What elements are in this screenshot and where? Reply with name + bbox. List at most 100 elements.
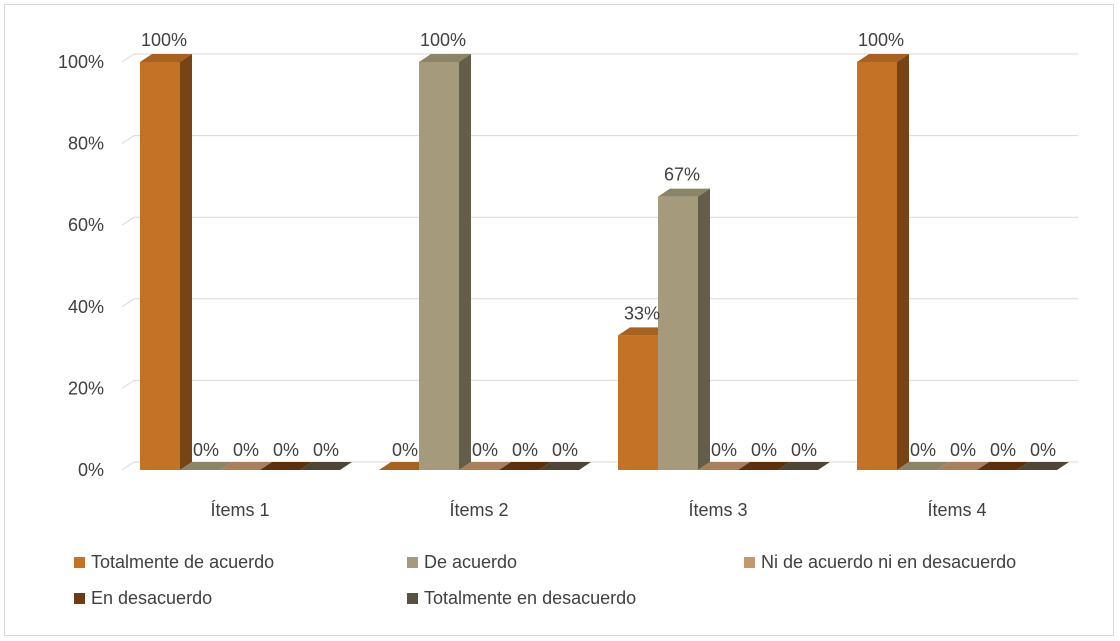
legend-swatch <box>744 557 755 568</box>
legend-item: Totalmente de acuerdo <box>74 552 274 573</box>
data-label: 0% <box>233 440 259 460</box>
data-label: 0% <box>711 440 737 460</box>
bar-top <box>857 54 909 62</box>
legend-item: En desacuerdo <box>74 588 212 609</box>
bar <box>459 462 511 470</box>
bar-front <box>658 196 698 470</box>
data-label: 0% <box>910 440 936 460</box>
gridline-connector <box>121 53 135 63</box>
bar-top <box>419 54 471 62</box>
bar <box>658 188 710 470</box>
data-label: 0% <box>552 440 578 460</box>
legend-label: Ni de acuerdo ni en desacuerdo <box>761 552 1017 572</box>
data-labels: 100% 0% 0% 0% 0% 0% 100% 0% 0% 0% 33% 67% 0% 0% 0% 100%… <box>141 30 1056 460</box>
bar <box>379 462 431 470</box>
bar-top <box>977 462 1029 470</box>
y-axis-ticks: 0% 20% 40% 60% 80% 100% <box>58 52 104 480</box>
bar-top <box>499 462 551 470</box>
data-label: 0% <box>392 440 418 460</box>
data-label: 100% <box>858 30 904 50</box>
data-label: 0% <box>751 440 777 460</box>
legend-label: Totalmente en desacuerdo <box>424 588 637 608</box>
legend-swatch <box>74 593 85 604</box>
category-label: Ítems 3 <box>688 500 747 520</box>
bar-top <box>618 327 670 336</box>
bar <box>1017 462 1069 470</box>
legend-swatch <box>74 557 85 568</box>
bar-top <box>260 462 312 470</box>
legend-label: De acuerdo <box>424 552 518 572</box>
y-tick-label: 80% <box>68 134 104 154</box>
bar-top <box>778 462 830 470</box>
data-label: 0% <box>950 440 976 460</box>
gridline-connector <box>121 379 135 389</box>
y-tick-label: 60% <box>68 215 104 235</box>
bar-top <box>897 462 949 470</box>
data-label: 0% <box>990 440 1016 460</box>
bar-top <box>937 462 989 470</box>
data-label: 0% <box>512 440 538 460</box>
data-label: 0% <box>313 440 339 460</box>
bar <box>738 462 790 470</box>
data-label: 0% <box>1030 440 1056 460</box>
bar-top <box>658 188 710 197</box>
bar-top <box>379 462 431 470</box>
bar <box>937 462 989 470</box>
bar <box>778 462 830 470</box>
bar-side <box>897 54 909 470</box>
data-label: 0% <box>193 440 219 460</box>
bar <box>140 54 192 470</box>
y-tick-label: 40% <box>68 297 104 317</box>
legend-item: Ni de acuerdo ni en desacuerdo <box>744 552 1016 573</box>
bar-top <box>459 462 511 470</box>
bars <box>140 54 1069 470</box>
bar-front <box>419 62 459 470</box>
bar <box>260 462 312 470</box>
bar-top <box>698 462 750 470</box>
legend-label: Totalmente de acuerdo <box>91 552 275 572</box>
data-label: 67% <box>664 165 700 185</box>
data-label: 33% <box>624 303 660 323</box>
bar <box>698 462 750 470</box>
bar-front <box>618 335 658 470</box>
bar <box>419 54 471 470</box>
bar-top <box>180 462 232 470</box>
gridline-connector <box>121 216 135 226</box>
bar-side <box>698 188 710 470</box>
bar-top <box>539 462 591 470</box>
bar <box>499 462 551 470</box>
bar-side <box>180 54 192 470</box>
legend-label: En desacuerdo <box>91 588 213 608</box>
legend-item: De acuerdo <box>407 552 517 573</box>
gridline-connector <box>121 298 135 308</box>
data-label: 0% <box>791 440 817 460</box>
gridlines <box>121 53 1078 471</box>
x-axis-categories: Ítems 1 Ítems 2 Ítems 3 Ítems 4 <box>210 500 986 520</box>
category-label: Ítems 1 <box>210 500 269 520</box>
gridline-connector <box>121 135 135 145</box>
data-label: 100% <box>420 30 466 50</box>
bar-top <box>220 462 272 470</box>
bar <box>180 462 232 470</box>
bar-top <box>140 54 192 62</box>
category-label: Ítems 2 <box>449 500 508 520</box>
data-label: 0% <box>273 440 299 460</box>
gridline-connector <box>121 461 135 471</box>
legend-swatch <box>407 593 418 604</box>
bar <box>300 462 352 470</box>
bar-side <box>459 54 471 470</box>
category-label: Ítems 4 <box>927 500 986 520</box>
data-label: 100% <box>141 30 187 50</box>
y-tick-label: 20% <box>68 378 104 398</box>
legend-swatch <box>407 557 418 568</box>
bar <box>220 462 272 470</box>
bar-front <box>140 62 180 470</box>
data-label: 0% <box>472 440 498 460</box>
legend-item: Totalmente en desacuerdo <box>407 588 636 609</box>
y-tick-label: 0% <box>78 460 104 480</box>
bar-top <box>1017 462 1069 470</box>
bar <box>897 462 949 470</box>
bar <box>539 462 591 470</box>
bar <box>857 54 909 470</box>
